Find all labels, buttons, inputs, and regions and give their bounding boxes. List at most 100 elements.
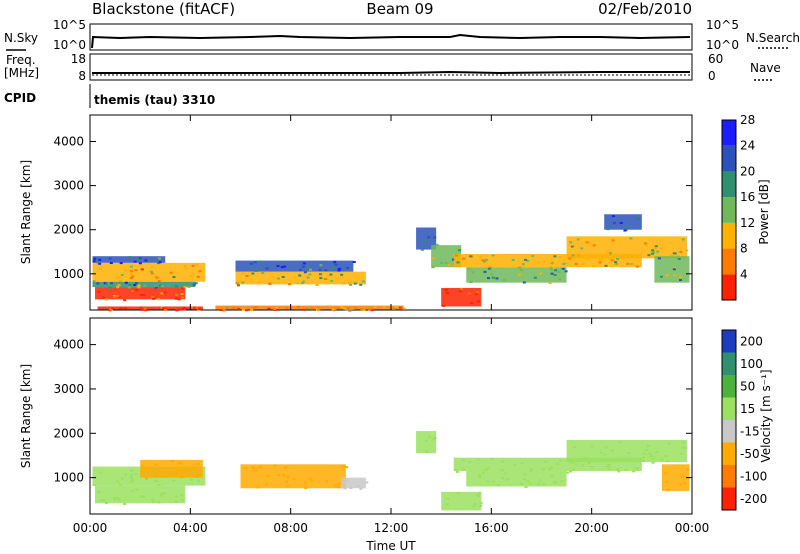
velocity-speck	[528, 482, 532, 485]
power-speck	[654, 245, 658, 248]
power-speck	[635, 265, 639, 268]
velocity-speck	[664, 471, 668, 474]
power-speck	[484, 258, 488, 261]
power-speck	[195, 263, 199, 266]
power-speck	[656, 250, 660, 253]
velocity-data	[92, 431, 690, 511]
power-speck	[339, 305, 343, 308]
velocity-speck	[644, 448, 648, 451]
velocity-region	[466, 470, 567, 487]
power-speck	[129, 277, 133, 280]
beam-title: Beam 09	[366, 0, 433, 18]
power-speck	[135, 282, 139, 285]
power-speck	[679, 250, 683, 253]
velocity-speck	[541, 468, 545, 471]
power-region	[235, 260, 354, 272]
velocity-speck	[478, 491, 482, 494]
power-speck	[101, 296, 105, 299]
power-speck	[533, 276, 537, 279]
power-speck	[518, 273, 522, 276]
velocity-colorbar-label: 50	[740, 379, 755, 393]
velocity-speck	[501, 469, 505, 472]
velocity-colorbar: 200 100 50 15 -15 -50 -100 -200	[721, 329, 767, 511]
velocity-speck	[155, 480, 159, 483]
power-speck	[550, 262, 554, 265]
power-speck	[222, 309, 226, 312]
velocity-speck	[572, 446, 576, 449]
velocity-speck	[522, 478, 526, 481]
power-speck	[180, 293, 184, 296]
power-speck	[490, 273, 494, 276]
velocity-speck	[590, 445, 594, 448]
power-speck	[491, 254, 495, 257]
velocity-speck	[503, 472, 507, 475]
power-speck	[172, 276, 176, 279]
power-speck	[303, 271, 307, 274]
power-speck	[181, 287, 185, 290]
power-speck	[133, 283, 137, 286]
velocity-y-ticks: 1000 2000 3000 4000	[53, 338, 692, 485]
velocity-speck	[341, 464, 345, 467]
power-speck	[281, 276, 285, 279]
velocity-speck	[284, 466, 288, 469]
power-speck	[362, 280, 366, 283]
power-speck	[651, 252, 655, 255]
velocity-region	[95, 485, 186, 504]
velocity-speck	[651, 461, 655, 464]
velocity-speck	[303, 481, 307, 484]
power-speck	[192, 306, 196, 309]
power-speck	[241, 281, 245, 284]
velocity-speck	[604, 446, 608, 449]
power-speck	[140, 308, 144, 311]
velocity-speck	[175, 495, 179, 498]
time-xtick-label: 04:00	[173, 521, 208, 535]
power-speck	[177, 298, 181, 301]
velocity-speck	[180, 494, 184, 497]
power-speck	[251, 272, 255, 275]
power-speck	[337, 268, 341, 271]
velocity-speck	[523, 473, 527, 476]
power-speck	[108, 286, 112, 289]
velocity-speck	[432, 438, 436, 441]
time-xtick-label: 20:00	[574, 521, 609, 535]
power-colorbar-label: 24	[740, 139, 755, 153]
velocity-speck	[365, 481, 369, 484]
velocity-speck	[244, 467, 248, 470]
power-speck	[659, 247, 663, 250]
power-speck	[550, 260, 554, 263]
power-cbar-label: Power [dB]	[757, 179, 771, 244]
velocity-speck	[571, 461, 575, 464]
power-speck	[476, 300, 480, 303]
power-speck	[150, 265, 154, 268]
power-speck	[652, 251, 656, 254]
power-speck	[158, 261, 162, 264]
velocity-speck	[649, 455, 653, 458]
power-speck	[159, 284, 163, 287]
power-speck	[562, 262, 566, 265]
velocity-speck	[641, 459, 645, 462]
power-speck	[654, 247, 658, 250]
power-speck	[362, 308, 366, 311]
power-speck	[351, 307, 355, 310]
power-speck	[310, 307, 314, 310]
velocity-speck	[538, 479, 542, 482]
velocity-speck	[462, 458, 466, 461]
power-speck	[614, 262, 618, 265]
velocity-speck	[486, 467, 490, 470]
velocity-speck	[560, 479, 564, 482]
velocity-speck	[118, 483, 122, 486]
velocity-speck	[599, 451, 603, 454]
power-colorbar-frame	[721, 119, 737, 301]
velocity-speck	[569, 459, 573, 462]
power-speck	[482, 260, 486, 263]
velocity-speck	[501, 477, 505, 480]
power-speck	[98, 258, 102, 261]
velocity-speck	[491, 480, 495, 483]
power-colorbar-swatch	[722, 197, 736, 223]
nave-tick-bottom: 0	[708, 69, 716, 83]
freq-panel	[89, 53, 693, 81]
velocity-colorbar-swatch	[722, 375, 736, 398]
velocity-speck	[506, 478, 510, 481]
power-speck	[162, 307, 166, 310]
nsky-tick-top: 10^5	[53, 18, 86, 32]
